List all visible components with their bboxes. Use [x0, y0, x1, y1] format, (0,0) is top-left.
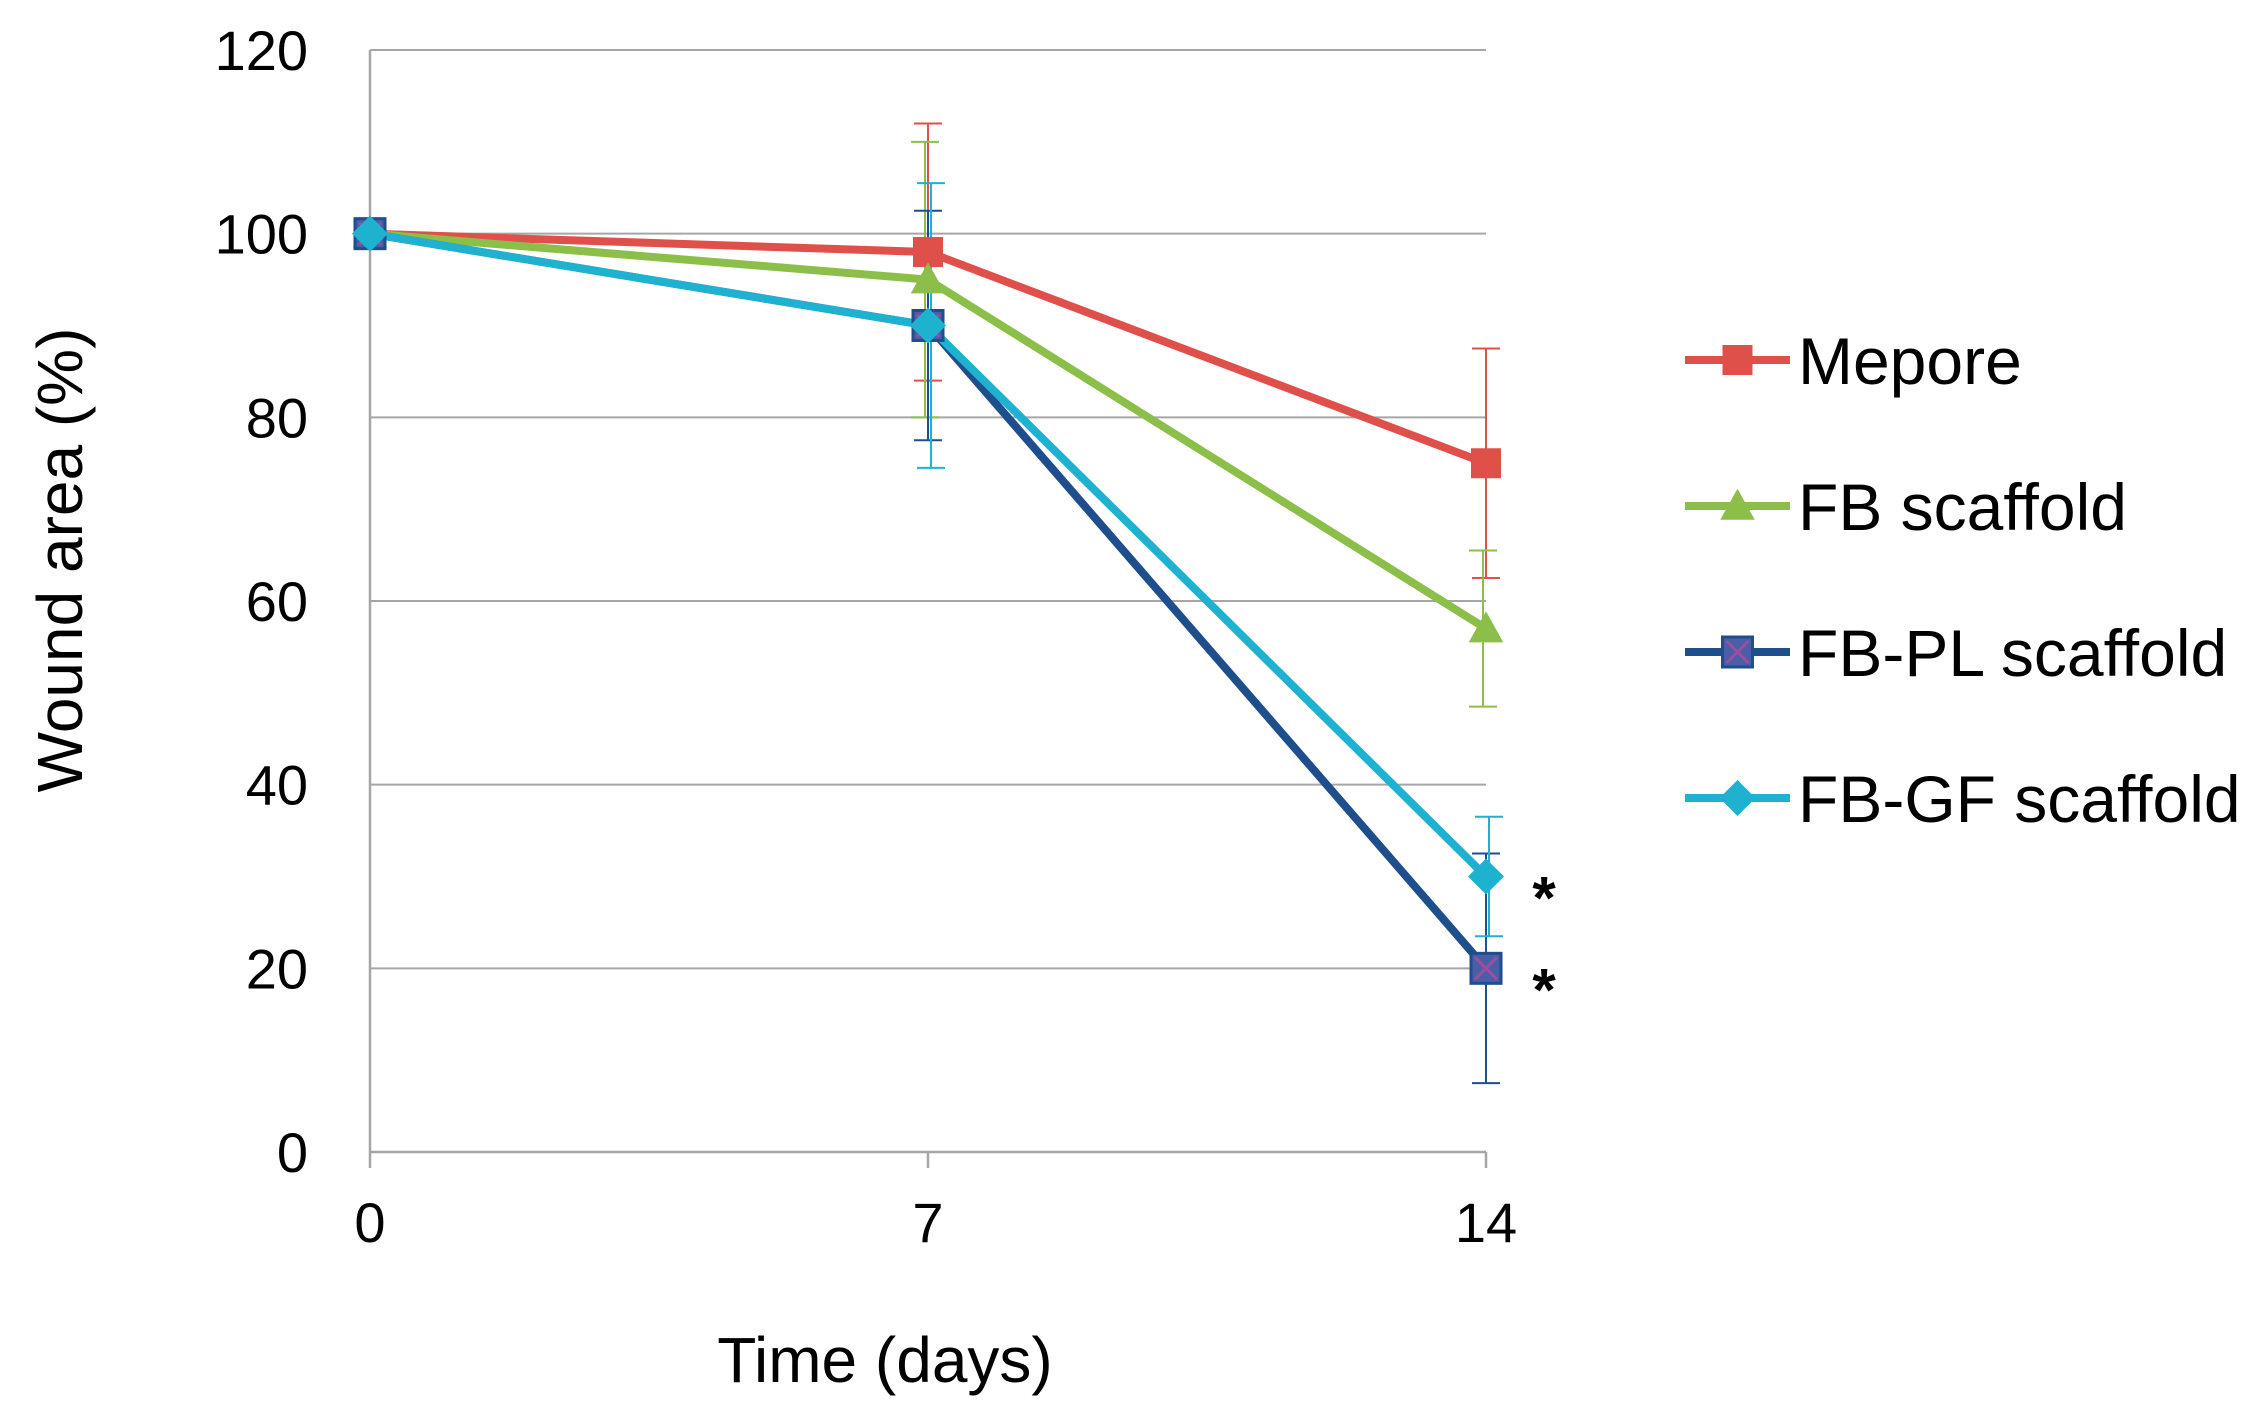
- y-tick-label: 120: [215, 19, 308, 82]
- legend: Mepore FB scaffold FB-PL scaffold FB-GF sca…: [1685, 324, 2241, 836]
- y-tick-label: 60: [246, 570, 308, 633]
- data-point-fb-scaffold: [1468, 611, 1504, 643]
- data-point-fb-gf-scaffold: [910, 307, 946, 344]
- significance-asterisk: *: [1532, 865, 1556, 932]
- legend-marker-fb-scaffold: [1720, 488, 1755, 520]
- data-point-fb-gf-scaffold: [1468, 858, 1504, 895]
- x-tick-label: 7: [912, 1191, 943, 1254]
- legend-label-fb-scaffold: FB scaffold: [1798, 470, 2127, 544]
- data-points: [352, 215, 1504, 985]
- annotations: **: [1532, 865, 1556, 1024]
- y-tick-label: 20: [246, 937, 308, 1000]
- legend-label-mepore: Mepore: [1798, 324, 2022, 398]
- legend-label-fb-pl-scaffold: FB-PL scaffold: [1798, 616, 2227, 690]
- legend-marker-fb-gf-scaffold: [1719, 780, 1756, 816]
- legend-marker-fb-pl-scaffold-cross-b: [1725, 639, 1750, 665]
- y-tick-label: 80: [246, 386, 308, 449]
- significance-asterisk: *: [1532, 956, 1556, 1023]
- data-point-mepore: [913, 237, 943, 268]
- legend-marker-mepore: [1722, 345, 1753, 375]
- data-point-fb-pl-scaffold-cross-b: [1473, 956, 1499, 981]
- x-tick-label: 0: [354, 1191, 385, 1254]
- data-point-fb-gf-scaffold: [352, 215, 388, 252]
- y-tick-label: 40: [246, 754, 308, 817]
- axes: 0 20 40 60 80 100 120 0 7 14: [215, 19, 1518, 1254]
- legend-label-fb-gf-scaffold: FB-GF scaffold: [1798, 762, 2241, 836]
- y-tick-label: 0: [277, 1121, 308, 1184]
- y-tick-label: 100: [215, 203, 308, 266]
- data-point-mepore: [1471, 448, 1501, 479]
- x-tick-label: 14: [1455, 1191, 1517, 1254]
- data-point-fb-scaffold: [910, 262, 946, 294]
- x-axis-title: Time (days): [717, 1324, 1052, 1396]
- y-axis-title: Wound area (%): [24, 328, 96, 793]
